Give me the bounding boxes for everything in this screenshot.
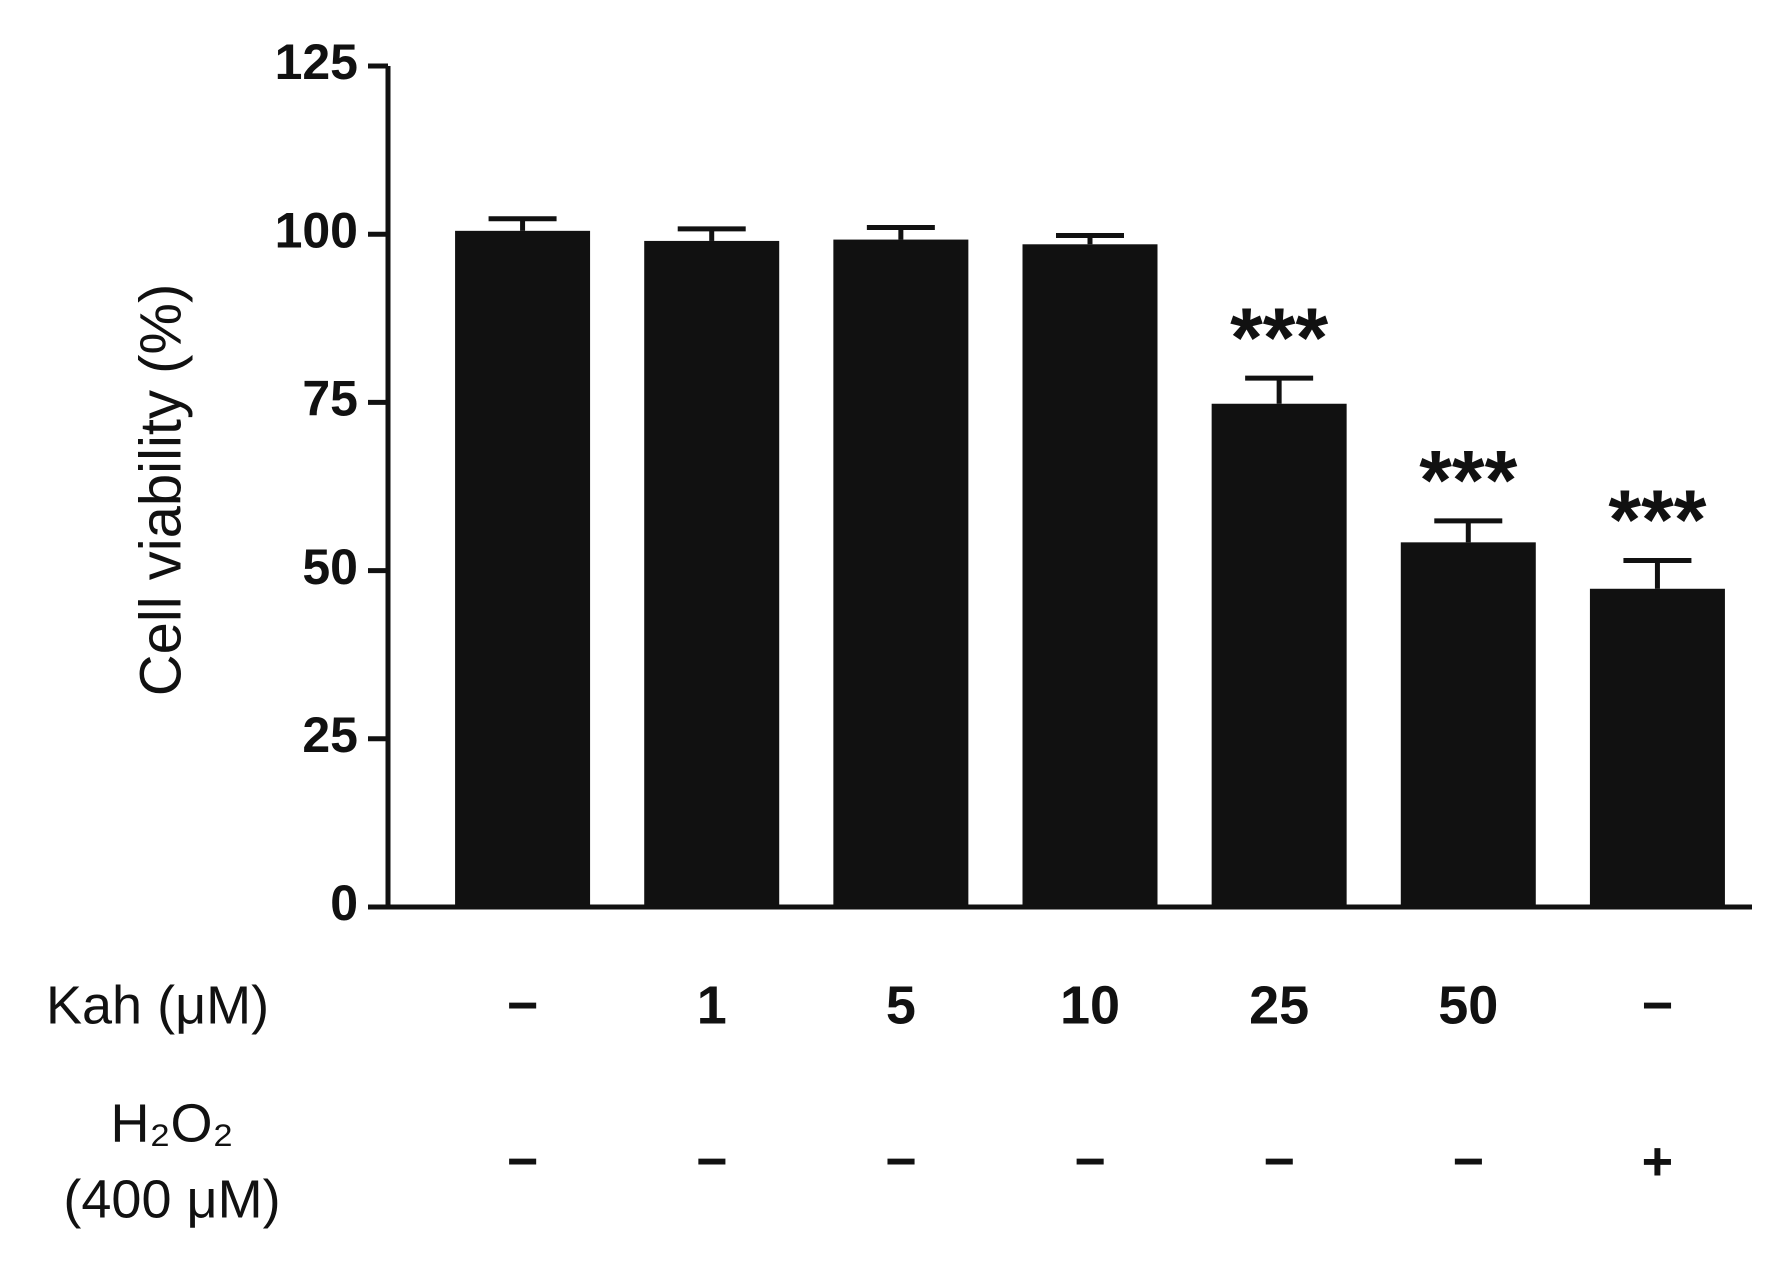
row-value: 50 — [1438, 975, 1498, 1035]
y-tick-label: 75 — [302, 371, 358, 427]
row-value: − — [1453, 1131, 1485, 1191]
y-tick-label: 125 — [275, 34, 358, 90]
row-value: − — [1074, 1131, 1106, 1191]
row-value: 1 — [697, 975, 727, 1035]
bar — [1400, 542, 1536, 907]
row-value: + — [1642, 1131, 1674, 1191]
row-label: H₂O₂ — [111, 1093, 234, 1153]
row-label: Kah (μM) — [46, 975, 269, 1035]
bar — [644, 240, 780, 908]
significance: *** — [1608, 473, 1706, 567]
y-tick-label: 0 — [330, 875, 358, 931]
row-value: − — [1642, 975, 1674, 1035]
row-value: − — [1263, 1131, 1295, 1191]
y-tick-label: 25 — [302, 707, 358, 763]
y-tick-label: 50 — [302, 539, 358, 595]
bar — [455, 230, 591, 907]
row-label: (400 μM) — [63, 1169, 280, 1229]
bar — [1022, 244, 1158, 908]
bar — [833, 239, 969, 907]
row-value: 25 — [1249, 975, 1309, 1035]
significance: *** — [1419, 433, 1517, 527]
row-value: − — [507, 1131, 539, 1191]
row-value: 5 — [886, 975, 916, 1035]
row-value: − — [885, 1131, 917, 1191]
y-tick-label: 100 — [275, 202, 358, 258]
bar — [1211, 403, 1347, 907]
row-value: − — [696, 1131, 728, 1191]
significance: *** — [1230, 290, 1328, 384]
y-axis-label: Cell viability (%) — [128, 284, 193, 697]
row-value: − — [507, 975, 539, 1035]
bar — [1589, 588, 1725, 907]
row-value: 10 — [1060, 975, 1120, 1035]
